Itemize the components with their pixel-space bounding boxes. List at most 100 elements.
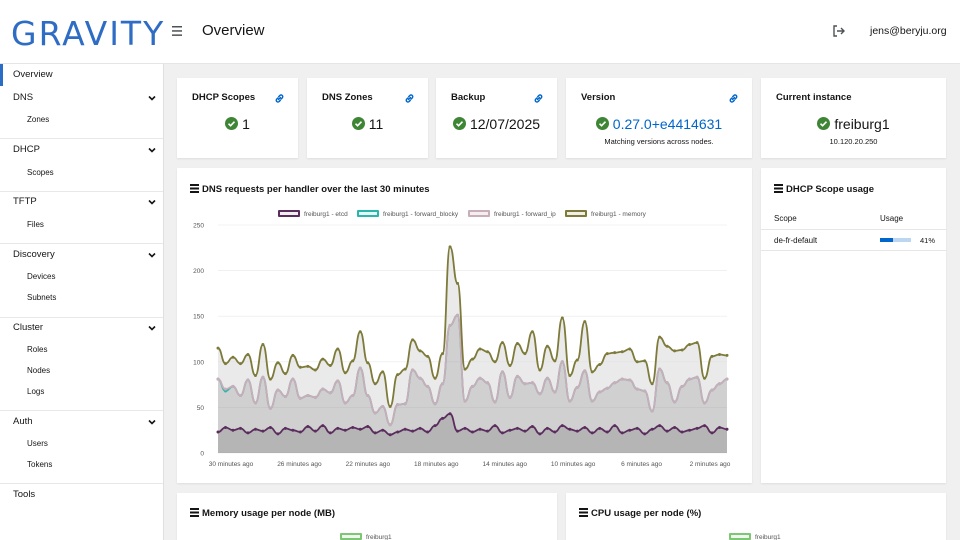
check-circle-icon <box>595 117 609 130</box>
data-point <box>508 428 512 432</box>
data-point <box>403 427 407 431</box>
sidebar-item-zones[interactable]: Zones <box>27 115 50 124</box>
data-point <box>261 429 265 433</box>
sidebar-item-users[interactable]: Users <box>27 439 48 448</box>
memory-legend-item[interactable]: freiburg1 <box>340 533 392 540</box>
data-point <box>358 330 362 334</box>
logo[interactable]: GRAVITY <box>11 14 166 53</box>
data-point <box>710 388 714 392</box>
legend-label: freiburg1 - etcd <box>304 211 348 218</box>
legend-item-memory[interactable]: freiburg1 - memory <box>565 210 646 218</box>
link-icon[interactable] <box>404 93 415 104</box>
data-point <box>313 368 317 372</box>
x-tick-label: 2 minutes ago <box>690 461 731 468</box>
data-point <box>351 394 355 398</box>
dns-requests-chart: 0 50 100 150 200 250 30 minutes ago 26 minutes … <box>193 223 731 469</box>
legend-item-etcd[interactable]: freiburg1 - etcd <box>278 210 348 218</box>
sidebar-item-tokens[interactable]: Tokens <box>27 460 53 469</box>
data-point <box>283 394 287 398</box>
chevron-down-icon[interactable] <box>148 94 156 102</box>
sidebar-group-auth[interactable]: Auth <box>13 416 33 427</box>
sidebar-item-nodes[interactable]: Nodes <box>27 366 51 375</box>
dns-chart-title: DNS requests per handler over the last 3… <box>190 184 430 195</box>
sidebar-item-subnets[interactable]: Subnets <box>27 293 57 302</box>
logout-icon[interactable] <box>832 24 846 38</box>
legend-label: freiburg1 - memory <box>591 211 646 218</box>
link-icon[interactable] <box>274 93 285 104</box>
sidebar-item-scopes[interactable]: Scopes <box>27 168 54 177</box>
data-point <box>223 362 227 366</box>
link-icon[interactable] <box>533 93 544 104</box>
legend-item-forward-blocky[interactable]: freiburg1 - forward_blocky <box>357 210 458 218</box>
data-point <box>493 424 497 428</box>
data-point <box>613 424 617 428</box>
data-point <box>306 364 310 368</box>
data-point <box>673 349 677 353</box>
memory-usage-title: Memory usage per node (MB) <box>190 508 335 519</box>
data-point <box>688 377 692 381</box>
sidebar-item-roles[interactable]: Roles <box>27 345 48 354</box>
version-status: Matching versions across nodes. <box>604 137 714 146</box>
data-point <box>673 425 677 429</box>
user-menu[interactable]: jens@beryju.org <box>870 25 947 37</box>
data-point <box>373 431 377 435</box>
version-link[interactable]: 0.27.0+e4414631 <box>612 116 723 132</box>
legend-swatch <box>729 533 751 540</box>
chevron-down-icon[interactable] <box>148 251 156 259</box>
data-point <box>216 377 220 381</box>
legend-swatch <box>278 210 300 217</box>
chevron-down-icon[interactable] <box>148 324 156 332</box>
data-point <box>298 430 302 434</box>
sidebar-group-dhcp[interactable]: DHCP <box>13 144 40 155</box>
sidebar-group-tftp[interactable]: TFTP <box>13 196 37 207</box>
legend-item-forward-ip[interactable]: freiburg1 - forward_ip <box>468 210 556 218</box>
scope-name[interactable]: de-fr-default <box>774 236 818 245</box>
data-point <box>658 367 662 371</box>
hamburger-menu-icon[interactable] <box>168 22 186 40</box>
sidebar-item-tools[interactable]: Tools <box>13 489 36 500</box>
data-point <box>545 344 549 348</box>
data-point <box>718 382 722 386</box>
sidebar-item-devices[interactable]: Devices <box>27 272 56 281</box>
data-point <box>485 350 489 354</box>
data-point <box>725 427 729 431</box>
data-point <box>358 427 362 431</box>
data-point <box>456 313 460 317</box>
x-tick-label: 10 minutes ago <box>551 461 596 468</box>
chevron-down-icon[interactable] <box>148 146 156 154</box>
data-point <box>268 377 272 381</box>
data-point <box>238 362 242 366</box>
data-point <box>560 316 564 320</box>
legend-label: freiburg1 <box>755 534 781 540</box>
sidebar-item-files[interactable]: Files <box>27 220 44 229</box>
data-point <box>471 384 474 388</box>
sidebar-group-dns[interactable]: DNS <box>13 92 34 103</box>
sidebar-item-overview[interactable]: Overview <box>0 64 163 86</box>
divider <box>0 483 163 484</box>
sidebar-group-cluster[interactable]: Cluster <box>13 322 44 333</box>
data-point <box>253 373 257 377</box>
divider <box>0 191 163 192</box>
sidebar-item-logs[interactable]: Logs <box>27 387 45 396</box>
data-point <box>366 394 370 398</box>
data-point <box>373 411 377 415</box>
cpu-legend-item[interactable]: freiburg1 <box>729 533 781 540</box>
data-point <box>725 353 729 357</box>
chevron-down-icon[interactable] <box>148 198 156 206</box>
data-point <box>328 431 332 435</box>
data-point <box>530 425 534 429</box>
link-icon[interactable] <box>728 93 739 104</box>
column-header-scope[interactable]: Scope <box>774 214 797 223</box>
data-point <box>485 381 489 385</box>
data-point <box>426 384 430 388</box>
data-point <box>366 425 370 429</box>
check-circle-icon <box>225 117 239 130</box>
data-point <box>388 433 392 437</box>
data-point <box>598 426 602 430</box>
sidebar-group-discovery[interactable]: Discovery <box>13 249 55 260</box>
column-header-usage[interactable]: Usage <box>880 214 904 223</box>
chevron-down-icon[interactable] <box>148 418 156 426</box>
data-point <box>238 394 242 398</box>
data-point <box>358 366 362 370</box>
card-value: freiburg1 <box>761 116 946 132</box>
